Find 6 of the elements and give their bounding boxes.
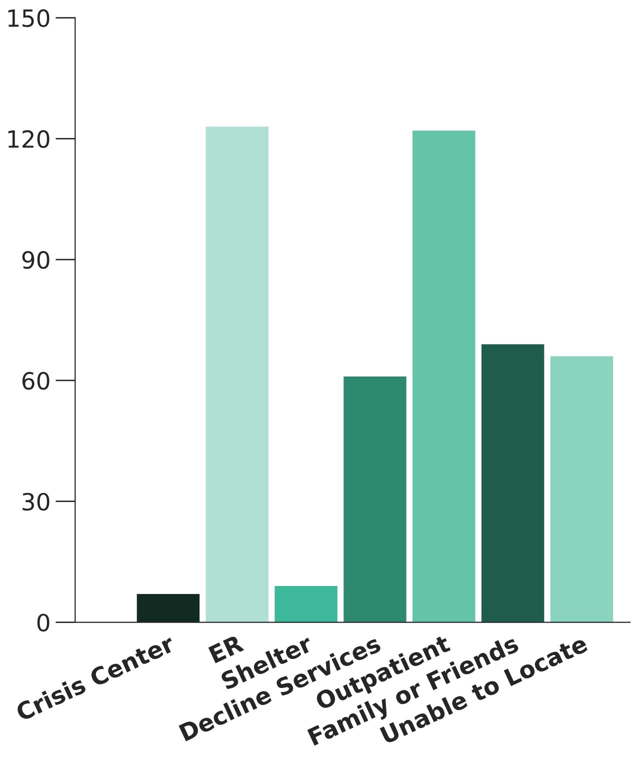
y-tick-label: 90 bbox=[22, 251, 50, 269]
y-tick-label: 150 bbox=[8, 9, 50, 28]
y-tick-label: 0 bbox=[37, 614, 50, 632]
y-tick-label: 30 bbox=[22, 492, 50, 511]
y-tick-label: 120 bbox=[8, 130, 50, 148]
y-tick-label: 60 bbox=[22, 372, 50, 390]
